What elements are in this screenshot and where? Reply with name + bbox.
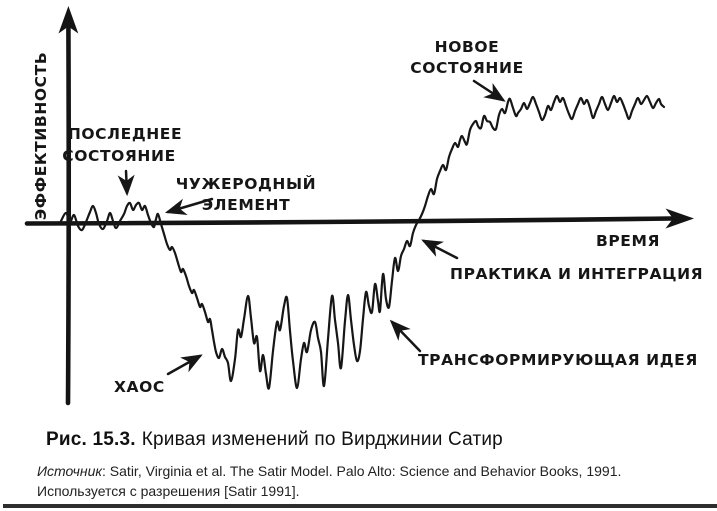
figure-source: Источник: Satir, Virginia et al. The Sat… bbox=[37, 462, 707, 501]
chaos-arrow-icon bbox=[166, 354, 203, 376]
satir-curve bbox=[59, 94, 666, 390]
satir-change-curve-figure: ЭФФЕКТИВНОСТЬ ВРЕМЯ ПОСЛЕДНЕЕ СОСТОЯНИЕ … bbox=[24, 6, 703, 406]
label-new-state-line1: НОВОЕ bbox=[435, 38, 500, 56]
figure-caption: Рис. 15.3. Кривая изменений по Вирджинии … bbox=[46, 429, 503, 451]
figure-title: Кривая изменений по Вирджинии Сатир bbox=[141, 429, 503, 450]
label-foreign-element-line2: ЭЛЕМЕНТ bbox=[202, 196, 291, 214]
label-chaos: ХАОС bbox=[114, 378, 165, 396]
label-last-state-line1: ПОСЛЕДНЕЕ bbox=[68, 125, 182, 143]
new-state-arrow-icon bbox=[472, 79, 506, 102]
figure-number: Рис. 15.3. bbox=[46, 429, 136, 450]
label-last-state-line2: СОСТОЯНИЕ bbox=[62, 147, 176, 165]
y-axis-arrowhead-icon bbox=[58, 6, 79, 34]
label-foreign-element-line1: ЧУЖЕРОДНЫЙ bbox=[176, 174, 316, 193]
transforming-idea-arrow-icon bbox=[389, 319, 422, 353]
x-axis bbox=[24, 216, 674, 226]
practice-integration-arrow-icon bbox=[421, 239, 459, 260]
label-new-state-line2: СОСТОЯНИЕ bbox=[410, 59, 524, 77]
y-axis-label: ЭФФЕКТИВНОСТЬ bbox=[32, 52, 50, 220]
x-axis-label: ВРЕМЯ bbox=[596, 232, 660, 250]
page-bottom-rule bbox=[3, 504, 717, 508]
y-axis bbox=[65, 23, 72, 406]
source-line2: Используется с разрешения [Satir 1991]. bbox=[37, 482, 300, 499]
source-prefix: Источник bbox=[37, 463, 103, 479]
foreign-element-arrow-icon bbox=[164, 197, 214, 216]
label-transforming-idea: ТРАНСФОРМИРУЮЩАЯ ИДЕЯ bbox=[418, 351, 698, 369]
label-practice-integration: ПРАКТИКА И ИНТЕГРАЦИЯ bbox=[450, 265, 703, 283]
source-citation: : Satir, Virginia et al. The Satir Model… bbox=[102, 463, 622, 479]
last-state-arrow-icon bbox=[117, 169, 135, 197]
source-line1: Источник: Satir, Virginia et al. The Sat… bbox=[37, 462, 707, 482]
x-axis-arrowhead-icon bbox=[665, 208, 694, 229]
